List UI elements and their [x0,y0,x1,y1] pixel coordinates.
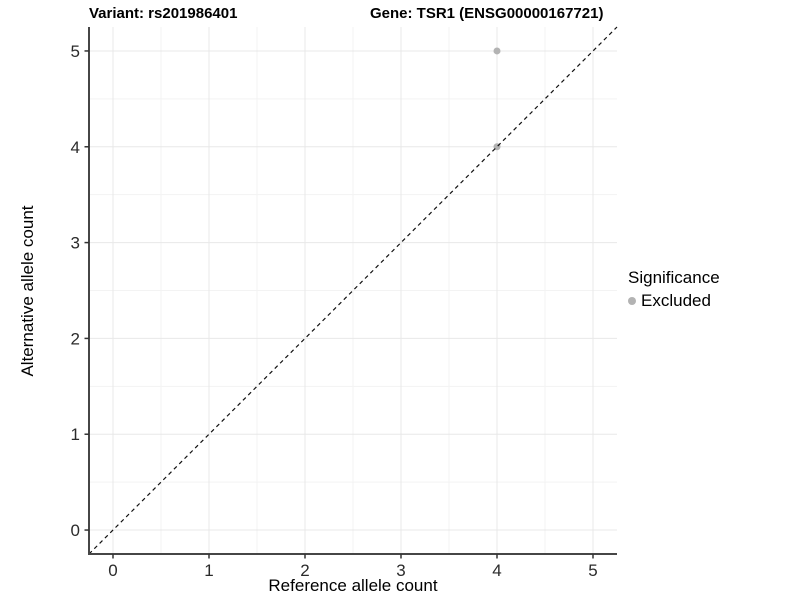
plot-title-variant: Variant: rs201986401 [89,5,238,22]
svg-text:5: 5 [588,561,597,580]
svg-text:3: 3 [396,561,405,580]
svg-text:4: 4 [492,561,501,580]
legend-item-label: Excluded [641,291,711,310]
plot-title-gene: Gene: TSR1 (ENSG00000167721) [370,5,604,22]
legend-point-icon [628,297,636,305]
svg-text:2: 2 [300,561,309,580]
legend-item-excluded: Excluded [628,291,720,311]
svg-text:0: 0 [71,521,80,540]
svg-text:0: 0 [108,561,117,580]
svg-text:1: 1 [71,425,80,444]
svg-text:1: 1 [204,561,213,580]
legend-title: Significance [628,268,720,287]
legend: Significance Excluded [628,268,720,311]
y-axis-title: Alternative allele count [18,205,37,377]
svg-text:5: 5 [71,42,80,61]
svg-text:3: 3 [71,234,80,253]
x-axis-title: Reference allele count [268,576,438,595]
svg-text:2: 2 [71,329,80,348]
svg-text:4: 4 [71,138,80,157]
